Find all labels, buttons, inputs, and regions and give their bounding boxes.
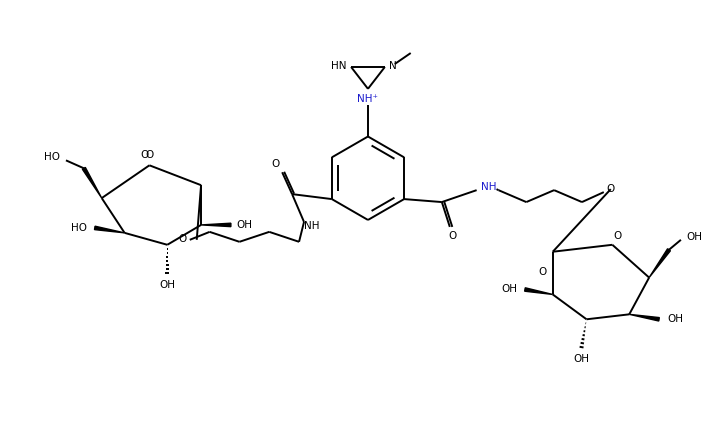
Text: O: O xyxy=(613,231,622,241)
Text: O: O xyxy=(448,231,457,241)
Text: O: O xyxy=(146,150,154,160)
Text: OH: OH xyxy=(237,220,253,230)
Text: OH: OH xyxy=(574,354,590,364)
Text: NH⁺: NH⁺ xyxy=(357,94,379,104)
Text: O: O xyxy=(606,184,615,194)
Text: OH: OH xyxy=(687,232,703,242)
Text: HO: HO xyxy=(71,223,87,233)
Text: NH: NH xyxy=(480,182,496,192)
Polygon shape xyxy=(629,314,660,321)
Polygon shape xyxy=(525,288,553,295)
Text: O: O xyxy=(271,159,280,169)
Polygon shape xyxy=(201,223,231,227)
Text: NH: NH xyxy=(304,221,320,231)
Text: OH: OH xyxy=(667,314,683,324)
Text: HO: HO xyxy=(44,153,60,162)
Text: O: O xyxy=(141,150,149,160)
Text: O: O xyxy=(539,266,547,277)
Text: N: N xyxy=(389,61,397,71)
Text: HN: HN xyxy=(331,61,347,71)
Text: OH: OH xyxy=(159,280,175,289)
Polygon shape xyxy=(95,226,124,233)
Text: OH: OH xyxy=(501,284,517,295)
Polygon shape xyxy=(82,167,102,198)
Text: O: O xyxy=(178,234,187,244)
Polygon shape xyxy=(649,249,670,278)
